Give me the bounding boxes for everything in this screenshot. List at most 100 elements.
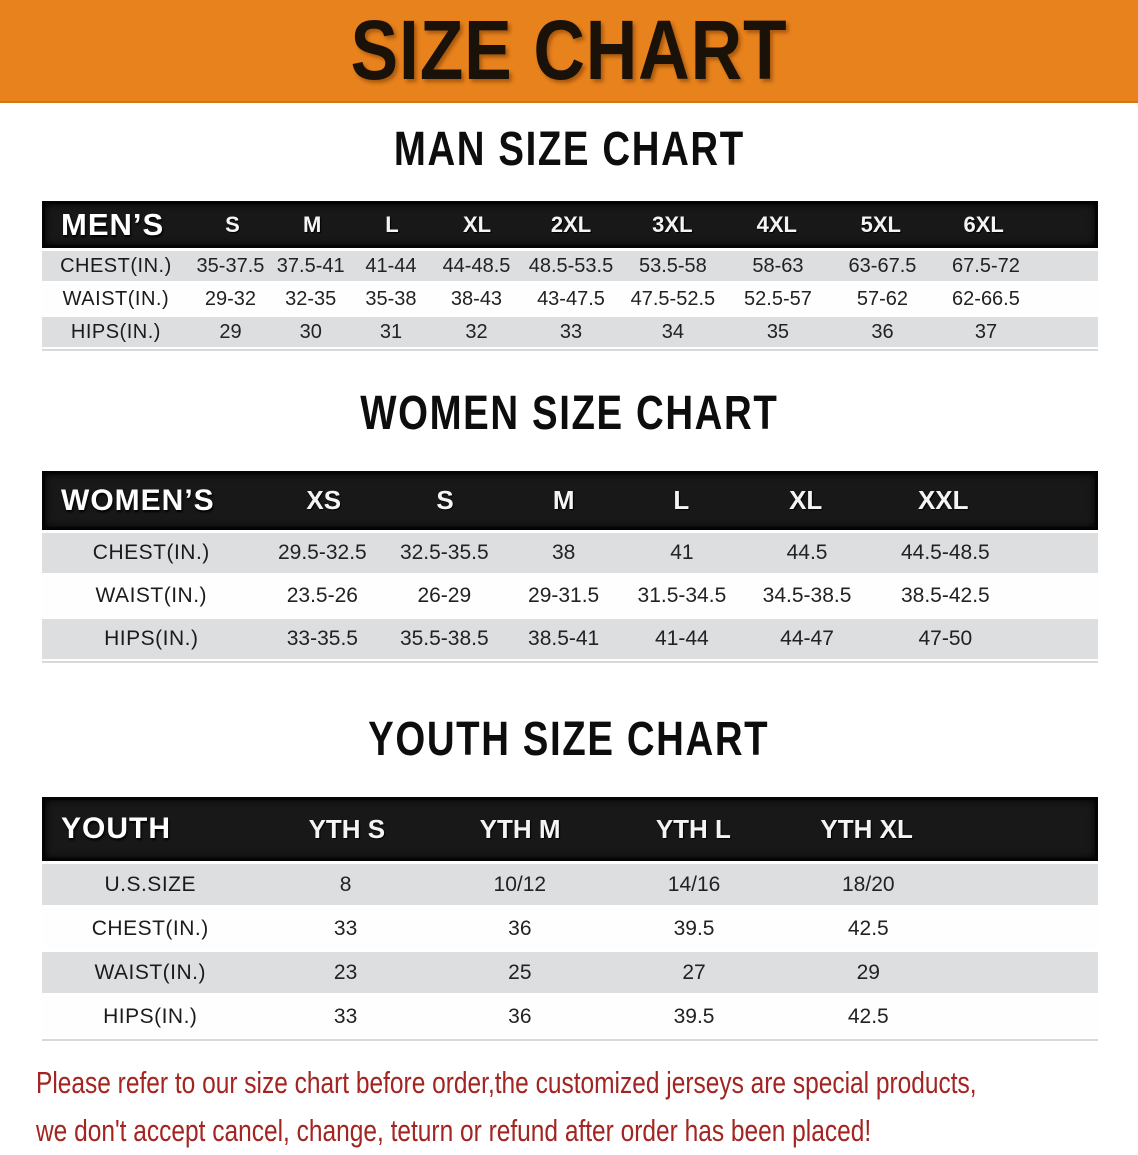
banner-title: SIZE CHART bbox=[350, 3, 788, 97]
size-value-cell: 36 bbox=[871, 320, 894, 343]
size-value-cell: 42.5 bbox=[847, 916, 889, 940]
row-label: CHEST(IN.) bbox=[92, 541, 210, 564]
size-column-header: 4XL bbox=[756, 211, 797, 237]
table-row: WAIST(IN.) 29-32 32-35 35-38 38-43 43-47.5 47.… bbox=[42, 284, 1098, 314]
table-header-row: YOUTH YTH S YTH M YTH L YTH XL bbox=[42, 797, 1098, 861]
charts-container: MAN SIZE CHART MEN’S S M L XL 2XL 3XL 4XL 5XL 6XL… bbox=[0, 125, 1138, 1041]
size-value-cell: 29 bbox=[856, 960, 880, 984]
table-row: WAIST(IN.) 23 25 27 29 bbox=[42, 952, 1098, 993]
size-value-cell: 57-62 bbox=[856, 287, 909, 310]
youth-size-table: YOUTH YTH S YTH M YTH L YTH XL U.S.SIZE 8 10/12… bbox=[42, 797, 1098, 1041]
size-value-cell: 52.5-57 bbox=[744, 287, 812, 310]
size-value-cell: 37 bbox=[974, 320, 998, 343]
size-value-cell: 10/12 bbox=[493, 872, 547, 896]
size-value-cell: 35.5-38.5 bbox=[399, 627, 489, 650]
size-value-cell: 38.5-41 bbox=[528, 627, 600, 650]
size-column-header: M bbox=[552, 485, 575, 515]
size-value-cell: 62-66.5 bbox=[952, 287, 1020, 310]
table-row: HIPS(IN.) 33 36 39.5 42.5 bbox=[42, 996, 1098, 1037]
size-value-cell: 38 bbox=[551, 541, 576, 564]
size-value-cell: 8 bbox=[339, 872, 352, 896]
size-column-header: YTH M bbox=[479, 813, 561, 844]
size-value-cell: 67.5-72 bbox=[952, 254, 1020, 277]
row-label: HIPS(IN.) bbox=[103, 1004, 198, 1028]
size-value-cell: 29-31.5 bbox=[528, 584, 600, 607]
size-value-cell: 53.5-58 bbox=[638, 254, 707, 277]
size-value-cell: 29-32 bbox=[204, 287, 257, 310]
row-label: HIPS(IN.) bbox=[70, 320, 161, 343]
size-column-header: YTH L bbox=[655, 813, 731, 844]
size-value-cell: 38-43 bbox=[450, 287, 503, 310]
size-value-cell: 33 bbox=[333, 1004, 358, 1028]
women-size-chart-title-text: WOMEN SIZE CHART bbox=[359, 387, 779, 440]
size-value-cell: 29 bbox=[219, 320, 242, 343]
table-name-label: MEN’S bbox=[61, 206, 165, 242]
row-label: WAIST(IN.) bbox=[94, 960, 206, 984]
size-value-cell: 26-29 bbox=[417, 584, 472, 607]
size-value-cell: 47-50 bbox=[918, 627, 973, 650]
size-value-cell: 32 bbox=[465, 320, 488, 343]
size-value-cell: 25 bbox=[508, 960, 532, 984]
row-label: HIPS(IN.) bbox=[104, 627, 199, 650]
size-column-header: S bbox=[436, 485, 454, 515]
size-column-header: YTH XL bbox=[820, 813, 913, 844]
size-value-cell: 47.5-52.5 bbox=[630, 287, 716, 310]
size-value-cell: 35-37.5 bbox=[196, 254, 265, 277]
size-value-cell: 32-35 bbox=[285, 287, 337, 310]
table-header-row: WOMEN’S XS S M L XL XXL bbox=[42, 471, 1098, 530]
row-label: U.S.SIZE bbox=[104, 872, 196, 896]
size-value-cell: 33-35.5 bbox=[286, 627, 358, 650]
women-size-chart-title: WOMEN SIZE CHART bbox=[0, 389, 1138, 447]
size-value-cell: 39.5 bbox=[673, 916, 715, 940]
size-value-cell: 23.5-26 bbox=[286, 584, 358, 607]
table-row: WAIST(IN.) 23.5-26 26-29 29-31.5 31.5-34.5 34… bbox=[42, 576, 1098, 616]
size-value-cell: 48.5-53.5 bbox=[528, 254, 614, 277]
row-label: CHEST(IN.) bbox=[91, 916, 209, 940]
size-value-cell: 37.5-41 bbox=[276, 254, 345, 277]
size-value-cell: 58-63 bbox=[752, 254, 804, 277]
size-column-header: XL bbox=[789, 485, 823, 515]
disclaimer-line-2: we don't accept cancel, change, teturn o… bbox=[36, 1113, 872, 1148]
table-row: U.S.SIZE 8 10/12 14/16 18/20 bbox=[42, 864, 1098, 905]
table-row: HIPS(IN.) 33-35.5 35.5-38.5 38.5-41 41-44 44-… bbox=[42, 619, 1098, 659]
table-row: HIPS(IN.) 29 30 31 32 33 34 35 36 37 bbox=[42, 317, 1098, 347]
size-value-cell: 27 bbox=[682, 960, 706, 984]
disclaimer: Please refer to our size chart before or… bbox=[36, 1059, 1138, 1155]
size-value-cell: 38.5-42.5 bbox=[900, 584, 990, 607]
size-value-cell: 41-44 bbox=[365, 254, 417, 277]
size-value-cell: 44-48.5 bbox=[442, 254, 511, 277]
size-value-cell: 42.5 bbox=[847, 1004, 889, 1028]
size-value-cell: 31.5-34.5 bbox=[637, 584, 727, 607]
size-column-header: S bbox=[225, 211, 240, 237]
men-size-chart-title: MAN SIZE CHART bbox=[0, 125, 1138, 183]
size-value-cell: 34.5-38.5 bbox=[762, 584, 852, 607]
men-size-section: MAN SIZE CHART MEN’S S M L XL 2XL 3XL 4XL 5XL 6XL… bbox=[0, 125, 1138, 351]
size-value-cell: 36 bbox=[508, 1004, 532, 1028]
size-value-cell: 23 bbox=[333, 960, 358, 984]
size-value-cell: 33 bbox=[333, 916, 358, 940]
size-value-cell: 36 bbox=[508, 916, 532, 940]
size-column-header: XL bbox=[463, 211, 492, 237]
table-row: CHEST(IN.) 35-37.5 37.5-41 41-44 44-48.5 48.5… bbox=[42, 251, 1098, 281]
size-column-header: XS bbox=[306, 485, 342, 515]
size-value-cell: 14/16 bbox=[667, 872, 721, 896]
size-column-header: 6XL bbox=[963, 211, 1004, 237]
row-label: WAIST(IN.) bbox=[95, 584, 208, 607]
size-value-cell: 30 bbox=[299, 320, 322, 343]
disclaimer-line-1: Please refer to our size chart before or… bbox=[36, 1065, 977, 1100]
size-column-header: YTH S bbox=[308, 813, 386, 844]
size-value-cell: 41 bbox=[670, 541, 694, 564]
youth-size-chart-title-text: YOUTH SIZE CHART bbox=[368, 713, 770, 766]
size-value-cell: 41-44 bbox=[655, 627, 709, 650]
size-value-cell: 39.5 bbox=[673, 1004, 715, 1028]
table-name-label: WOMEN’S bbox=[61, 483, 215, 517]
size-column-header: L bbox=[673, 485, 690, 515]
size-value-cell: 35 bbox=[766, 320, 790, 343]
youth-size-section: YOUTH SIZE CHART YOUTH YTH S YTH M YTH L YTH… bbox=[0, 715, 1138, 1041]
size-column-header: L bbox=[385, 211, 399, 237]
size-column-header: 5XL bbox=[860, 211, 901, 237]
table-header-row: MEN’S S M L XL 2XL 3XL 4XL 5XL 6XL bbox=[42, 201, 1098, 248]
size-value-cell: 44-47 bbox=[780, 627, 834, 650]
row-label: WAIST(IN.) bbox=[62, 287, 170, 310]
